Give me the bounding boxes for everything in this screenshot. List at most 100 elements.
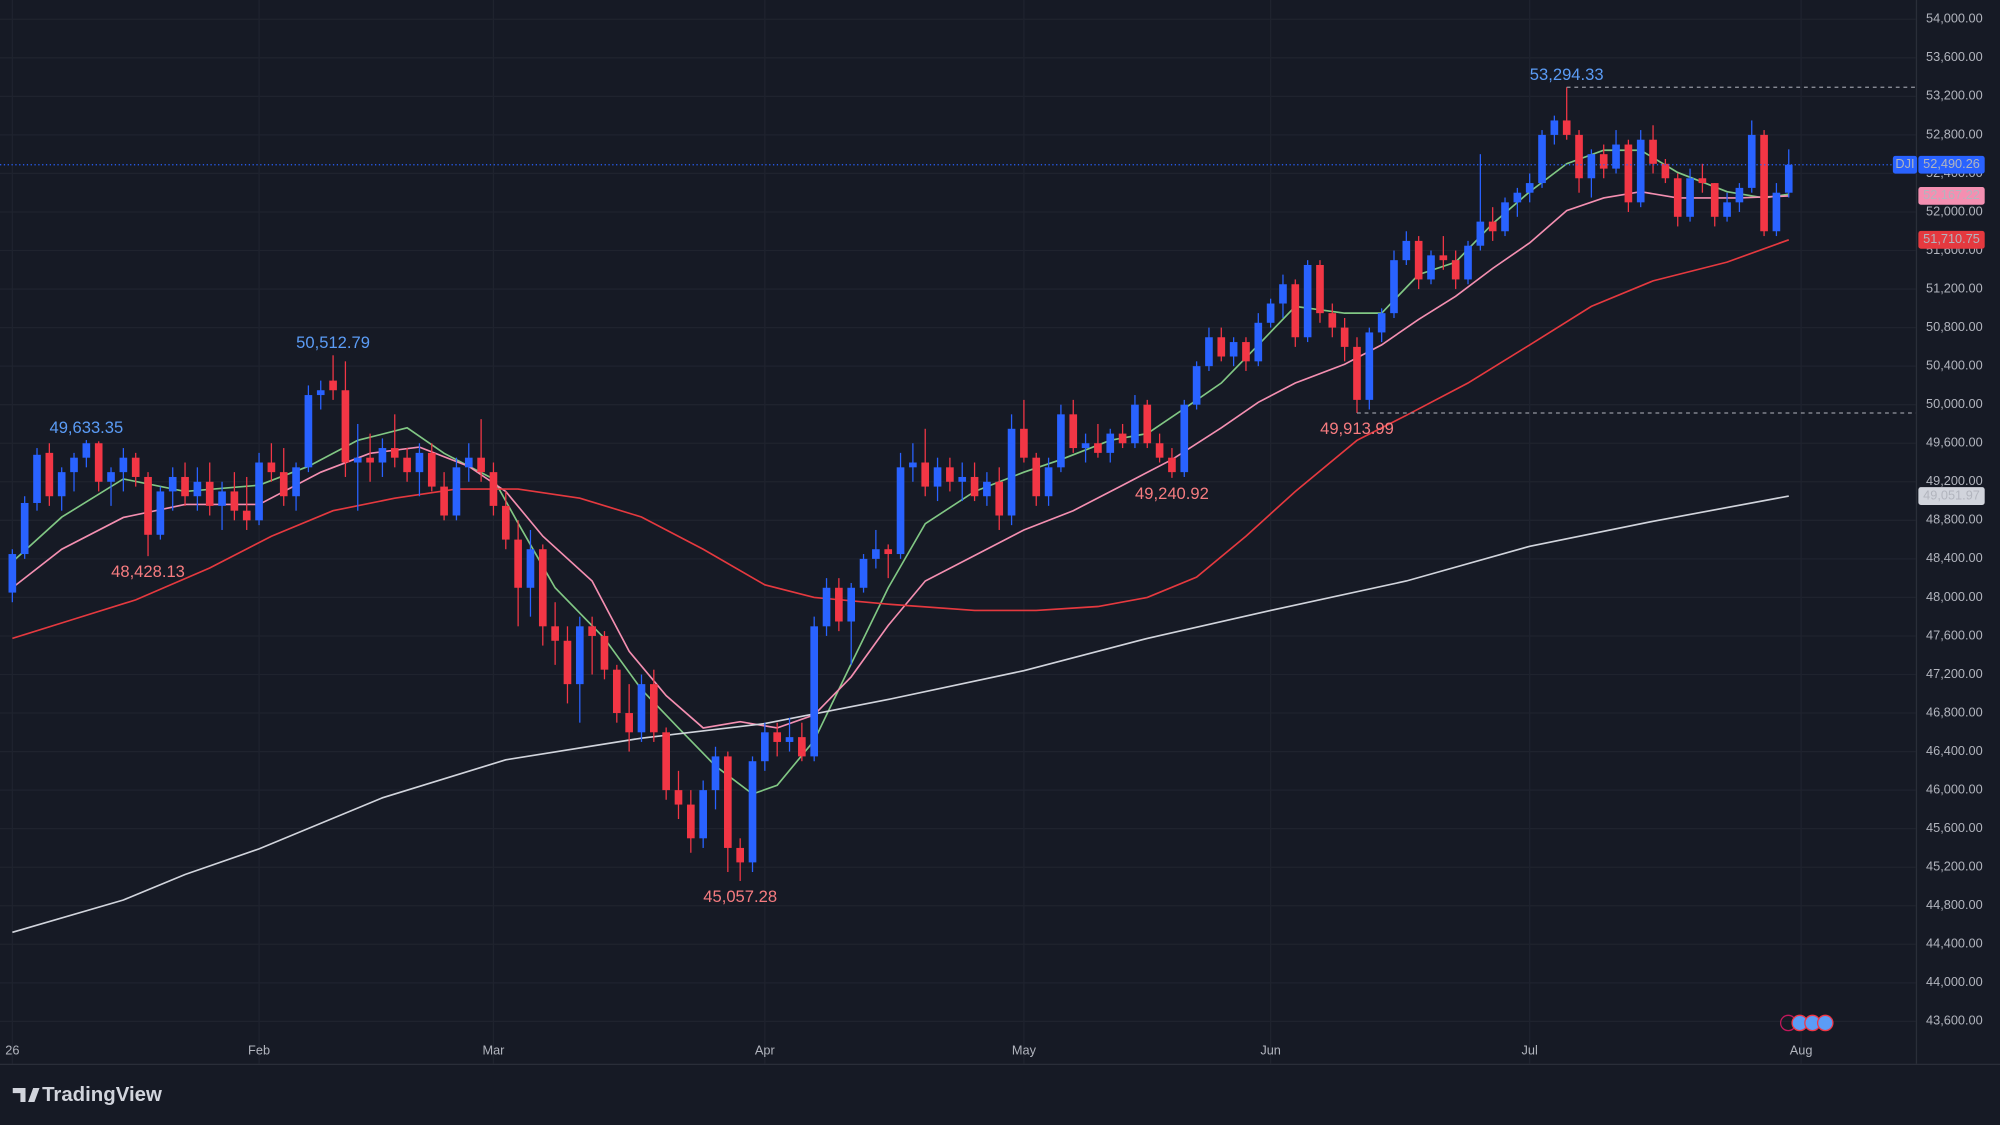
candle-body (1291, 284, 1300, 338)
candle-body (353, 457, 362, 463)
candle-body (1254, 322, 1263, 362)
candle-body (612, 669, 621, 714)
candle-body (70, 457, 78, 473)
y-tick-label: 53,200.00 (1926, 88, 1983, 103)
candle-body (822, 587, 831, 627)
brand-logo[interactable]: TradingView (12, 1084, 162, 1106)
candle-body (427, 452, 436, 487)
candle-body (1020, 428, 1028, 458)
candle-body (1562, 120, 1571, 135)
candle-body (20, 502, 29, 555)
x-tick-label: Apr (755, 1042, 776, 1057)
moving-average-line (11, 149, 1789, 795)
candle-body (205, 481, 214, 506)
price-badge-label: 51,710.75 (1923, 231, 1980, 246)
candle-body (1661, 163, 1670, 179)
candle-body (1550, 120, 1559, 135)
candle-body (1131, 404, 1139, 444)
candle-body (1377, 313, 1386, 333)
candle-body (1575, 134, 1583, 179)
event-icons (1779, 1014, 1834, 1032)
candle-body (452, 467, 461, 516)
candle-body (33, 454, 41, 503)
y-tick-label: 46,000.00 (1926, 781, 1983, 796)
candle-body (921, 462, 930, 487)
candle-body (884, 549, 893, 555)
candle-body (711, 756, 720, 791)
y-tick-label: 45,600.00 (1926, 820, 1983, 835)
candle-body (1365, 332, 1374, 400)
candle-body (1044, 467, 1053, 497)
candle-body (1673, 178, 1682, 217)
candle-body (1192, 366, 1201, 405)
candle-body (575, 626, 584, 685)
candle-body (1242, 342, 1250, 362)
candle-body (279, 472, 288, 497)
candle-body (1710, 183, 1719, 217)
candle-body (662, 732, 670, 791)
candle-body (1772, 192, 1781, 232)
y-tick-label: 49,200.00 (1926, 473, 1983, 488)
price-badge-label: 52,167.22 (1923, 187, 1980, 202)
candle-body (156, 491, 165, 535)
candle-body (970, 476, 979, 497)
candle-body (415, 452, 424, 473)
candle-body (341, 390, 350, 463)
y-tick-label: 46,400.00 (1926, 743, 1983, 758)
candle-body (526, 549, 535, 588)
candle-body (489, 472, 498, 506)
candle-body (1316, 264, 1324, 314)
candle-body (1488, 221, 1497, 232)
candle-body (588, 626, 596, 636)
candle-body (230, 491, 239, 511)
extreme-label: 49,633.35 (49, 418, 123, 437)
candle-body (477, 457, 485, 473)
x-tick-label: Jun (1260, 1042, 1281, 1057)
candle-body (1390, 260, 1398, 314)
y-tick-label: 44,800.00 (1926, 897, 1983, 912)
price-badge (1918, 155, 1985, 174)
candle-body (933, 467, 942, 487)
candle-body (1007, 428, 1016, 516)
price-badge-label: 49,051.97 (1923, 487, 1980, 502)
candle-body (1723, 202, 1731, 217)
event-icon[interactable] (1816, 1014, 1834, 1032)
candle-body (242, 510, 251, 521)
candle-body (1686, 178, 1694, 217)
price-badge (1918, 186, 1985, 205)
y-tick-label: 52,000.00 (1926, 203, 1983, 218)
candle-body (1747, 134, 1756, 188)
candle-body (144, 476, 152, 535)
price-badge (1918, 230, 1985, 249)
candle-body (316, 390, 325, 396)
candle-body (1476, 221, 1485, 246)
x-tick-label: Feb (248, 1042, 270, 1057)
candle-body (1414, 240, 1423, 280)
grid (0, 0, 1916, 1064)
candle-body (1538, 134, 1546, 184)
candle-body (798, 737, 806, 757)
y-tick-label: 45,200.00 (1926, 859, 1983, 874)
y-tick-label: 51,200.00 (1926, 280, 1983, 295)
candle-body (1698, 178, 1707, 184)
candle-body (983, 481, 991, 497)
y-tick-label: 44,000.00 (1926, 974, 1983, 989)
y-tick-label: 47,200.00 (1926, 666, 1983, 681)
moving-average-line (11, 190, 1789, 729)
candle-body (773, 732, 782, 742)
price-badge-label: 52,490.26 (1923, 156, 1980, 171)
x-tick-label: 26 (5, 1042, 19, 1057)
extreme-label: 48,428.13 (111, 562, 185, 581)
x-tick-label: Jul (1522, 1042, 1538, 1057)
y-tick-label: 48,800.00 (1926, 512, 1983, 527)
candle-body (674, 790, 683, 805)
candle-body (1513, 192, 1522, 203)
candle-body (1069, 414, 1078, 449)
candle-body (1735, 187, 1744, 203)
candle-body (699, 790, 707, 839)
candle-body (551, 626, 559, 641)
symbol-label: DJI (1895, 156, 1914, 171)
candle-body (45, 452, 54, 497)
candle-body (872, 549, 880, 559)
